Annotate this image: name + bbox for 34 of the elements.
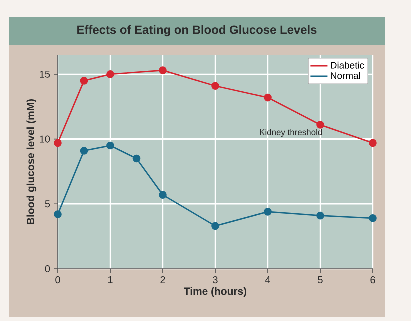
- point: [212, 82, 220, 90]
- legend-label: Diabetic: [331, 62, 364, 69]
- point: [369, 214, 377, 222]
- point: [132, 154, 141, 163]
- point: [159, 66, 167, 74]
- point: [106, 70, 114, 78]
- x-tick-label: 0: [56, 276, 60, 284]
- y-tick-label: 0: [45, 265, 50, 273]
- point: [80, 77, 88, 85]
- point: [264, 94, 272, 102]
- point: [212, 222, 220, 230]
- point: [106, 142, 114, 150]
- x-tick-label: 2: [160, 276, 166, 284]
- y-tick-label: 10: [40, 136, 50, 143]
- point: [80, 147, 88, 155]
- point: [264, 208, 272, 216]
- point: [54, 139, 62, 148]
- point: [316, 212, 324, 220]
- x-tick-label: 3: [213, 276, 218, 284]
- x-tick-label: 6: [370, 276, 376, 284]
- x-tick-label: 4: [265, 276, 270, 284]
- legend-label: Normal: [331, 72, 360, 80]
- y-axis-title: Blood glucose level (mM): [26, 99, 37, 224]
- point: [369, 139, 377, 148]
- chart-title: Effects of Eating on Blood Glucose Levels: [78, 25, 317, 37]
- point: [159, 191, 167, 199]
- point: [316, 121, 324, 129]
- x-tick-label: 1: [108, 276, 113, 284]
- x-axis-title: Time (hours): [184, 287, 247, 298]
- x-tick-label: 5: [318, 276, 323, 284]
- y-tick-label: 5: [45, 200, 50, 208]
- y-tick-label: 15: [40, 70, 50, 78]
- ref-line-label: Kidney threshold: [260, 129, 322, 138]
- point: [54, 210, 62, 218]
